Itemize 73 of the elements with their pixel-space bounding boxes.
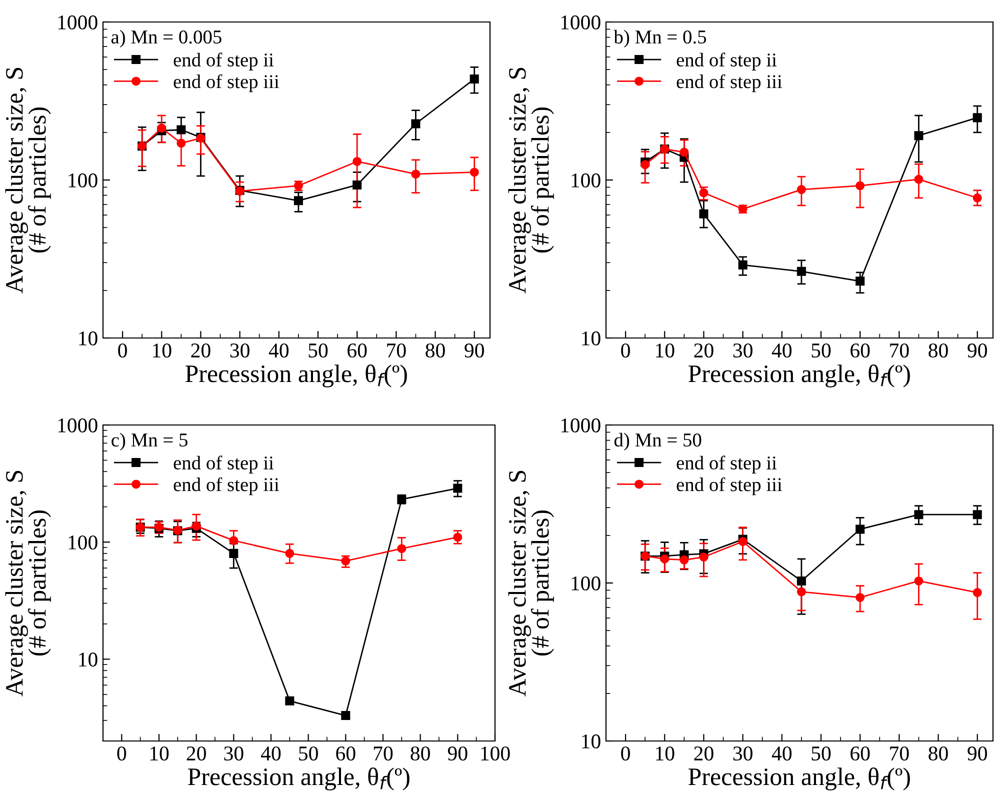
x-tick-label: 100 <box>481 746 510 761</box>
legend-label: end of step iii <box>676 477 782 496</box>
x-tick-label: 50 <box>308 343 328 358</box>
x-tick-label: 20 <box>186 746 206 761</box>
x-tick-label: 90 <box>968 343 987 358</box>
x-tick-label: 0 <box>621 746 630 761</box>
y-tick-label: 100 <box>572 173 600 188</box>
x-tick-label: 0 <box>621 343 630 358</box>
x-tick-label: 60 <box>850 343 870 358</box>
x-tick-label: 50 <box>299 746 318 761</box>
x-tick-label: 70 <box>890 343 909 358</box>
y-axis-title: Average cluster size, S (# of particles) <box>508 470 554 696</box>
x-tick-label: 30 <box>733 343 752 358</box>
x-tick-label: 0 <box>117 746 126 761</box>
x-tick-label: 60 <box>850 746 870 761</box>
x-tick-label: 50 <box>812 746 831 761</box>
x-tick-label: 30 <box>733 746 752 761</box>
y-tick-label: 1000 <box>58 15 98 30</box>
y-tick-label: 10 <box>582 734 600 748</box>
legend-label: end of step iii <box>174 477 280 496</box>
y-tick-label: 1000 <box>58 418 98 432</box>
legend-label: end of step ii <box>676 52 777 70</box>
legend-label: end of step ii <box>676 456 777 474</box>
x-tick-label: 80 <box>928 746 948 761</box>
y-tick-label: 100 <box>68 535 98 550</box>
x-tick-label: 20 <box>694 343 714 358</box>
x-tick-label: 10 <box>153 343 172 358</box>
y-tick-label: 1000 <box>561 418 600 432</box>
x-axis-title: Precession angle, θ$_{f}$(º) <box>188 768 410 790</box>
x-tick-label: 40 <box>260 746 281 761</box>
x-tick-label: 80 <box>410 746 430 761</box>
legend-label: end of step ii <box>174 52 274 70</box>
y-tick-label: 10 <box>79 331 98 346</box>
legend-label: end of step ii <box>174 456 274 474</box>
y-tick-label: 10 <box>79 652 98 667</box>
x-tick-label: 10 <box>656 746 674 761</box>
y-tick-label: 100 <box>572 576 600 590</box>
x-axis-title: Precession angle, θ$_{f}$(º) <box>688 768 910 790</box>
annotation: a) Mn = 0.005 <box>111 30 222 48</box>
x-tick-label: 30 <box>230 343 250 358</box>
annotation: d) Mn = 50 <box>614 432 702 451</box>
annotation: b) Mn = 0.5 <box>614 30 706 48</box>
y-axis-title: Average cluster size, S (# of particles) <box>5 470 51 696</box>
x-tick-label: 40 <box>268 343 289 358</box>
x-axis-title: Precession angle, θ$_{f}$(º) <box>185 364 407 388</box>
x-tick-label: 20 <box>694 746 714 761</box>
x-tick-label: 20 <box>191 343 210 358</box>
x-tick-label: 80 <box>426 343 445 358</box>
x-tick-label: 80 <box>928 343 948 358</box>
y-tick-label: 10 <box>582 331 600 346</box>
legend-label: end of step iii <box>676 74 782 92</box>
legend-label: end of step iii <box>174 74 280 92</box>
x-tick-label: 60 <box>336 746 356 761</box>
y-axis-title: Average cluster size, S (# of particles) <box>5 68 51 294</box>
x-axis-title: Precession angle, θ$_{f}$(º) <box>688 364 910 388</box>
x-tick-label: 70 <box>374 746 393 761</box>
x-tick-label: 90 <box>968 746 987 761</box>
y-axis-title: Average cluster size, S (# of particles) <box>508 68 554 294</box>
x-tick-label: 40 <box>772 746 792 761</box>
x-tick-label: 0 <box>118 343 127 358</box>
x-tick-label: 30 <box>224 746 244 761</box>
x-tick-label: 60 <box>348 343 367 358</box>
y-tick-label: 100 <box>68 173 98 188</box>
y-tick-label: 1000 <box>561 15 600 30</box>
x-tick-label: 10 <box>656 343 674 358</box>
x-tick-label: 70 <box>387 343 406 358</box>
x-tick-label: 90 <box>464 343 484 358</box>
x-tick-label: 70 <box>890 746 909 761</box>
x-tick-label: 40 <box>772 343 792 358</box>
x-tick-label: 50 <box>812 343 831 358</box>
x-tick-label: 10 <box>150 746 169 761</box>
x-tick-label: 90 <box>448 746 468 761</box>
annotation: c) Mn = 5 <box>112 432 188 451</box>
